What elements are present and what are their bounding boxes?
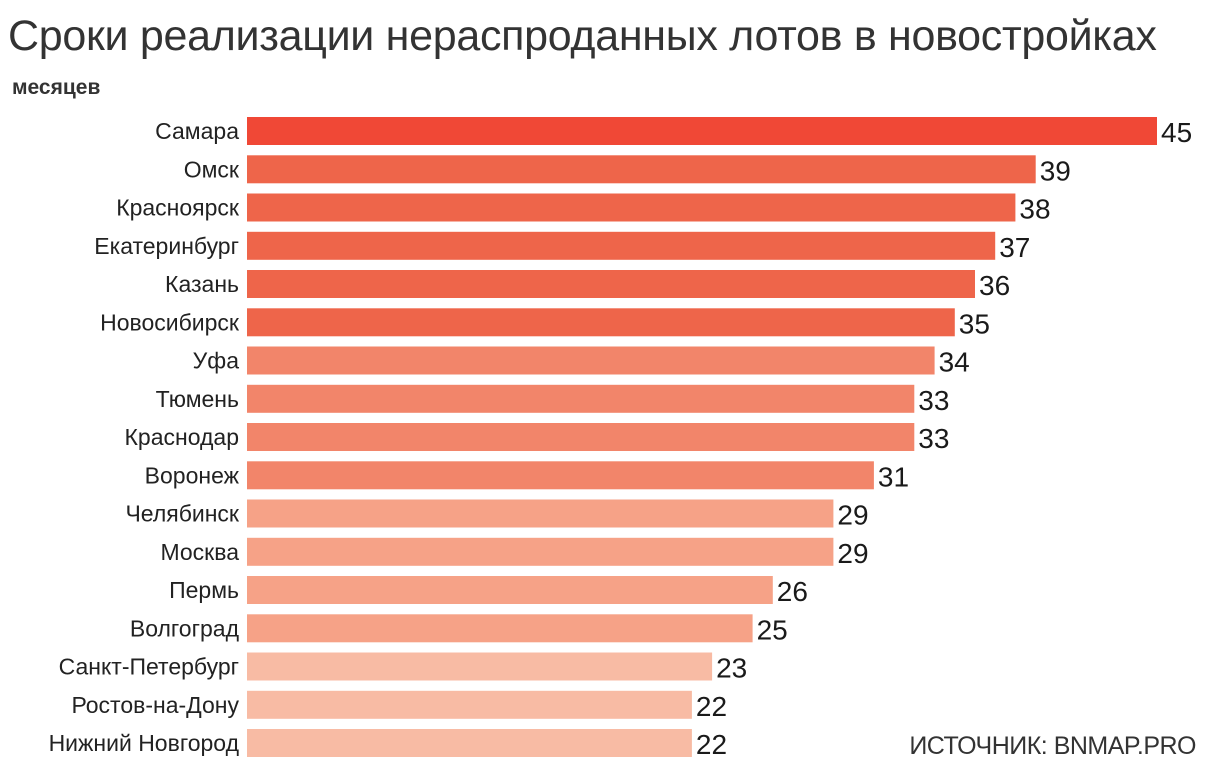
chart-title: Сроки реализации нераспроданных лотов в … (8, 12, 1157, 60)
bar (247, 499, 834, 528)
value-label: 33 (918, 423, 949, 454)
category-label: Омск (184, 156, 240, 182)
value-label: 22 (696, 691, 727, 722)
category-label: Санкт-Петербург (59, 654, 239, 680)
category-label: Волгоград (130, 615, 240, 641)
category-label: Новосибирск (100, 309, 240, 335)
bar (247, 231, 996, 260)
category-label: Красноярск (116, 195, 240, 221)
value-label: 29 (837, 538, 868, 569)
bar (247, 614, 753, 643)
bar (247, 576, 773, 604)
category-label: Уфа (193, 348, 240, 374)
category-label: Нижний Новгород (49, 730, 240, 756)
bar (247, 729, 692, 757)
value-label: 39 (1040, 155, 1071, 186)
category-label: Самара (155, 118, 239, 144)
value-label: 36 (979, 270, 1010, 301)
value-label: 31 (878, 461, 909, 492)
bar (247, 537, 834, 566)
value-label: 22 (696, 729, 727, 760)
bar (247, 423, 915, 451)
category-label: Краснодар (125, 424, 239, 450)
category-label: Казань (165, 271, 239, 297)
bar (247, 117, 1157, 145)
category-label: Тюмень (156, 386, 239, 412)
value-label: 38 (1019, 194, 1050, 225)
value-label: 26 (777, 576, 808, 607)
bar (247, 193, 1016, 222)
bar (247, 346, 935, 375)
value-label: 35 (959, 308, 990, 339)
unit-label: месяцев (12, 76, 101, 99)
category-label: Ростов-на-Дону (71, 692, 239, 718)
bar (247, 652, 713, 681)
value-label: 25 (757, 614, 788, 645)
bar (247, 308, 955, 337)
category-label: Екатеринбург (94, 233, 239, 259)
category-label: Челябинск (125, 501, 239, 527)
value-label: 33 (918, 385, 949, 416)
category-label: Воронеж (145, 462, 240, 488)
value-label: 37 (999, 232, 1030, 263)
category-label: Москва (160, 539, 239, 565)
bar (247, 270, 975, 298)
bar (247, 690, 692, 719)
bar (247, 384, 915, 413)
value-label: 23 (716, 653, 747, 684)
value-label: 29 (837, 500, 868, 531)
value-label: 45 (1161, 117, 1192, 148)
bar (247, 461, 874, 490)
value-label: 34 (939, 347, 970, 378)
bar (247, 155, 1036, 184)
category-label: Пермь (169, 577, 239, 603)
source-note: ИСТОЧНИК: BNMAP.PRO (909, 732, 1196, 760)
